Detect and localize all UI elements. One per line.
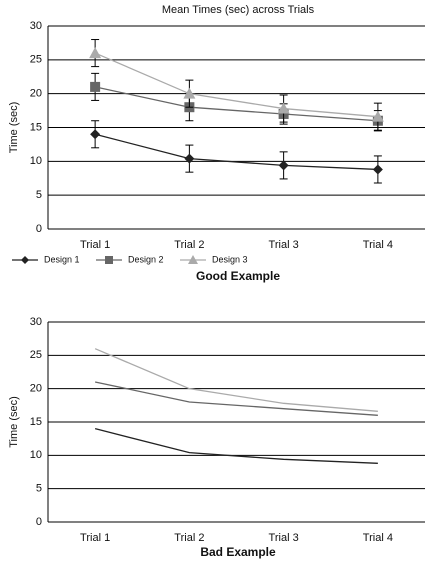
y-tick-label: 25	[30, 349, 42, 361]
marker	[372, 164, 383, 175]
y-tick-label: 30	[30, 316, 42, 328]
marker	[90, 81, 101, 92]
y-tick-label: 25	[30, 54, 42, 66]
y-tick-label: 15	[30, 121, 42, 133]
y-tick-label: 20	[30, 383, 42, 395]
legend-label: Design 2	[128, 254, 164, 264]
marker	[105, 256, 113, 264]
x-tick-label: Trial 1	[80, 532, 110, 544]
x-tick-label: Trial 3	[269, 532, 299, 544]
y-tick-label: 5	[36, 189, 42, 201]
y-tick-label: 20	[30, 88, 42, 100]
x-tick-label: Trial 4	[363, 532, 393, 544]
marker	[277, 102, 290, 114]
series-line	[94, 52, 378, 118]
x-tick-label: Trial 3	[269, 239, 299, 251]
marker	[278, 160, 289, 171]
legend-label: Design 3	[212, 254, 248, 264]
y-tick-label: 15	[30, 416, 42, 428]
marker	[21, 256, 29, 264]
marker	[188, 255, 198, 264]
marker	[184, 153, 195, 164]
y-axis-label: Time (sec)	[8, 102, 20, 154]
marker	[371, 110, 384, 122]
y-axis-label: Time (sec)	[8, 396, 20, 448]
y-tick-label: 5	[36, 483, 42, 495]
x-tick-label: Trial 1	[80, 239, 110, 251]
marker	[90, 129, 101, 140]
x-tick-label: Trial 4	[363, 239, 393, 251]
marker	[183, 87, 196, 99]
caption: Good Example	[196, 269, 280, 283]
y-tick-label: 0	[36, 223, 42, 235]
series-line	[94, 86, 378, 122]
series-line	[94, 348, 378, 412]
x-tick-label: Trial 2	[174, 239, 204, 251]
x-tick-label: Trial 2	[174, 532, 204, 544]
caption: Bad Example	[200, 545, 276, 559]
series-line	[94, 381, 378, 416]
y-tick-label: 10	[30, 155, 42, 167]
legend-label: Design 1	[44, 254, 80, 264]
series-line	[94, 133, 378, 171]
y-tick-label: 0	[36, 516, 42, 528]
y-tick-label: 10	[30, 449, 42, 461]
y-tick-label: 30	[30, 20, 42, 32]
series-line	[94, 428, 378, 464]
chart-title: Mean Times (sec) across Trials	[162, 4, 315, 16]
marker	[89, 47, 102, 59]
